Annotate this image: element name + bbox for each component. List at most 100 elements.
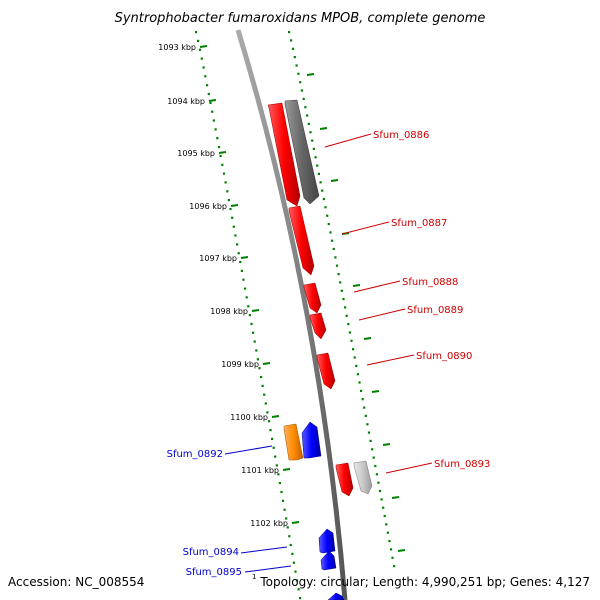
gene-label-sfum-0892[interactable]: Sfum_0892 (167, 449, 223, 460)
tick-right-dot (380, 498, 383, 501)
gene-label-sfum-0890[interactable]: Sfum_0890 (416, 351, 472, 362)
tick-left-dot (226, 190, 229, 193)
tick-left-dot (216, 137, 219, 140)
label-leaders (224, 133, 433, 573)
tick-right-dot (356, 373, 359, 376)
major-tick-left (271, 415, 280, 418)
genome-backbone (235, 29, 348, 600)
tick-left-dot (258, 367, 261, 370)
gene-sfum-0887[interactable] (288, 205, 315, 276)
tick-left-dot (274, 455, 277, 458)
tick-right-dot (327, 222, 330, 226)
major-tick-left (251, 309, 260, 312)
tick-right-dot (382, 506, 385, 509)
tick-right-dot (302, 97, 305, 100)
tick-left-dot (212, 119, 215, 122)
tick-right-dot (350, 339, 353, 342)
tick-left-dot (280, 490, 283, 494)
tick-right-dot (348, 331, 351, 334)
tick-right-dot (295, 64, 298, 67)
gene-label-sfum-0888[interactable]: Sfum_0888 (402, 277, 458, 288)
tick-left-dot (289, 543, 292, 547)
tick-right-dot (311, 139, 314, 142)
tick-left-dot (252, 331, 255, 334)
gene-sfum-0893-gray[interactable] (353, 460, 373, 495)
tick-label: 1093 kbp (158, 43, 196, 52)
major-tick-right (397, 549, 406, 552)
gene-bottom[interactable] (327, 592, 345, 600)
tick-right-dot (332, 247, 335, 251)
major-tick-right (306, 73, 315, 76)
tick-left-dot (299, 597, 302, 600)
gene-sfum-0886-red[interactable] (267, 102, 301, 207)
tick-left-dot (195, 31, 198, 34)
tick-left-dot (285, 517, 288, 520)
tick-left-dot (295, 579, 299, 582)
tick-left-dot (247, 305, 250, 308)
tick-right-dot (334, 256, 337, 259)
tick-right-dot (367, 431, 371, 434)
tick-right-dot (337, 273, 340, 276)
tick-right-dot (309, 131, 312, 134)
major-tick-right (319, 127, 328, 130)
tick-left-dot (231, 216, 234, 219)
tick-right-dot (363, 406, 366, 409)
tick-left-dot (269, 429, 272, 432)
tick-left-dot (232, 225, 235, 228)
gene-sfum-0889[interactable] (309, 312, 327, 340)
tick-right-dot (319, 181, 322, 184)
tick-right-dot (339, 281, 342, 284)
gene-label-sfum-0889[interactable]: Sfum_0889 (407, 305, 463, 316)
major-tick-left (240, 256, 249, 259)
tick-right-dot (297, 72, 300, 75)
tick-left-dot (227, 199, 230, 202)
gene-sfum-0890[interactable] (316, 352, 336, 390)
major-tick-left (208, 99, 217, 102)
tick-left-dot (222, 172, 226, 175)
major-tick-right (371, 390, 380, 393)
major-tick-right (391, 496, 400, 499)
gene-label-sfum-0893[interactable]: Sfum_0893 (434, 459, 490, 470)
gene-sfum-0886-gray[interactable] (284, 99, 320, 205)
gene-label-sfum-0895[interactable]: Sfum_0895 (186, 567, 242, 578)
tick-left-dot (271, 437, 274, 440)
gene-sfum-0894[interactable] (318, 528, 336, 554)
major-tick-right (330, 179, 339, 182)
tick-left-dot (217, 146, 221, 149)
tick-right-dot (371, 448, 374, 451)
tick-left-dot (286, 526, 289, 529)
tick-left-dot (236, 243, 239, 246)
gene-sfum-0892-blue[interactable] (301, 421, 322, 459)
tick-right-dot (316, 164, 319, 167)
gene-sfum-0893-red[interactable] (335, 462, 354, 497)
tick-right-dot (326, 214, 329, 217)
gene-label-sfum-0894[interactable]: Sfum_0894 (183, 547, 239, 558)
tick-left-dot (234, 234, 237, 237)
gene-label-sfum-0886[interactable]: Sfum_0886 (373, 130, 429, 141)
gene-sfum-0895[interactable] (320, 550, 337, 571)
tick-label: 1095 kbp (177, 149, 215, 158)
gene-sfum-0892-orange[interactable] (283, 423, 304, 461)
major-tick-right (352, 284, 361, 287)
tick-right-dot (300, 89, 303, 92)
tick-right-dot (291, 47, 295, 50)
tick-label: 1097 kbp (199, 254, 237, 263)
tick-right-dot (331, 239, 334, 242)
tick-right-dot (340, 289, 343, 292)
major-tick-right (382, 443, 391, 446)
major-tick-right (363, 337, 372, 340)
tick-right-dot (288, 31, 291, 34)
tick-right-dot (378, 489, 382, 493)
tick-left-dot (267, 420, 271, 423)
tick-left-dot (277, 473, 280, 476)
tick-right-dot (377, 481, 380, 484)
tick-left-dot (224, 181, 227, 184)
gene-sfum-0888[interactable] (303, 282, 322, 314)
tick-right-dot (314, 156, 317, 159)
tick-right-dot (293, 56, 296, 59)
tick-left-dot (260, 375, 263, 379)
tick-right-dot (345, 314, 348, 317)
gene-label-sfum-0887[interactable]: Sfum_0887 (391, 218, 447, 229)
tick-right-dot (307, 122, 310, 125)
